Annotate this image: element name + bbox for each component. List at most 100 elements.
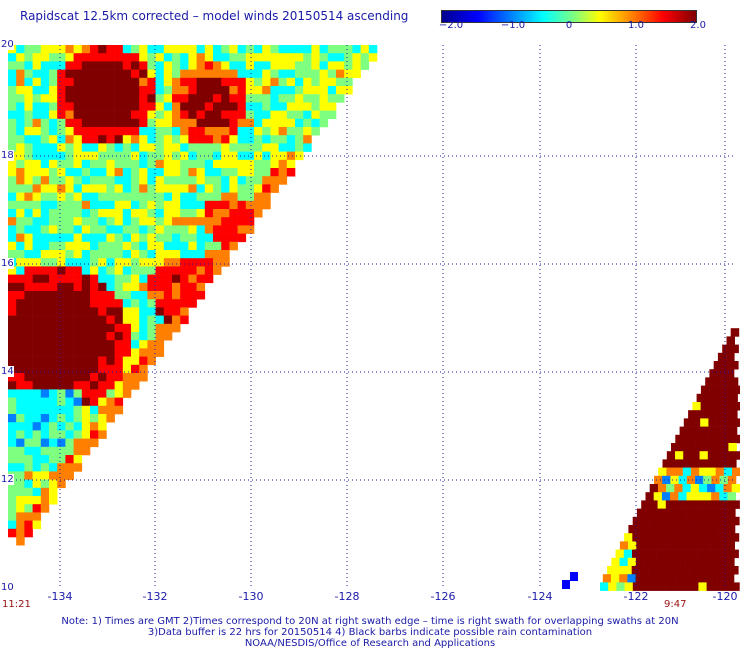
wind-diff-cell: [727, 508, 736, 518]
wind-diff-cell: [81, 348, 91, 357]
wind-diff-cell: [262, 184, 271, 193]
wind-diff-cell: [163, 332, 173, 341]
wind-diff-cell: [114, 94, 124, 103]
wind-diff-cell: [139, 110, 148, 120]
wind-diff-cell: [122, 53, 132, 62]
wind-diff-cell: [163, 86, 173, 95]
wind-diff-cell: [24, 496, 33, 505]
wind-diff-cell: [57, 315, 66, 325]
wind-diff-cell: [98, 274, 107, 284]
wind-diff-cell: [90, 135, 99, 144]
wind-diff-cell: [254, 200, 263, 210]
wind-diff-cell: [180, 143, 189, 152]
wind-diff-cell: [701, 557, 710, 567]
wind-diff-cell: [196, 233, 206, 243]
wind-diff-cell: [16, 496, 25, 505]
wind-diff-cell: [106, 184, 115, 193]
wind-diff-cell: [73, 217, 83, 226]
wind-diff-cell: [319, 61, 329, 70]
wind-diff-cell: [619, 557, 628, 567]
wind-diff-cell: [114, 332, 124, 341]
wind-diff-cell: [49, 487, 58, 497]
wind-diff-cell: [710, 541, 719, 550]
wind-diff-cell: [237, 53, 247, 62]
wind-diff-cell: [98, 381, 107, 390]
wind-diff-cell: [720, 443, 729, 452]
wind-diff-cell: [114, 209, 124, 218]
wind-diff-cell: [172, 135, 181, 144]
wind-diff-cell: [32, 77, 42, 87]
wind-diff-cell: [727, 492, 736, 501]
wind-diff-cell: [57, 307, 66, 316]
wind-diff-cell: [714, 516, 724, 526]
wind-diff-cell: [98, 102, 107, 111]
wind-diff-cell: [303, 118, 312, 128]
wind-diff-cell: [278, 143, 288, 152]
wind-diff-cell: [188, 45, 197, 54]
wind-diff-cell: [180, 135, 189, 144]
wind-diff-cell: [98, 61, 107, 70]
wind-diff-cell: [254, 176, 263, 185]
wind-diff-cell: [98, 233, 107, 243]
wind-diff-cell: [65, 53, 74, 62]
wind-diff-cell: [90, 356, 99, 366]
wind-diff-cell: [106, 225, 115, 234]
wind-diff-cell: [32, 282, 42, 292]
wind-diff-cell: [657, 500, 667, 509]
wind-diff-cell: [188, 274, 197, 284]
wind-diff-cell: [155, 110, 165, 120]
wind-diff-cell: [16, 135, 25, 144]
wind-diff-cell: [254, 45, 263, 54]
wind-diff-cell: [237, 184, 247, 193]
wind-diff-cell: [90, 430, 99, 439]
wind-diff-cell: [16, 389, 25, 398]
wind-diff-cell: [49, 217, 58, 226]
wind-diff-cell: [172, 45, 181, 54]
wind-diff-cell: [57, 266, 66, 275]
wind-diff-cell: [188, 266, 197, 275]
wind-diff-cell: [139, 315, 148, 325]
wind-diff-cell: [122, 127, 132, 136]
wind-diff-cell: [106, 340, 115, 349]
swath-east-cells: [562, 328, 740, 591]
wind-diff-cell: [286, 69, 296, 79]
wind-diff-cell: [16, 53, 25, 62]
wind-diff-cell: [90, 143, 99, 152]
wind-diff-cell: [24, 356, 33, 366]
wind-diff-cell: [188, 118, 197, 128]
wind-diff-cell: [163, 184, 173, 193]
wind-diff-cell: [196, 143, 206, 152]
wind-diff-cell: [147, 332, 156, 341]
wind-diff-cell: [213, 200, 222, 210]
wind-diff-cell: [270, 45, 279, 54]
wind-diff-cell: [131, 323, 140, 333]
wind-diff-cell: [303, 86, 312, 95]
wind-diff-cell: [57, 69, 66, 79]
wind-diff-cell: [49, 282, 58, 292]
wind-diff-cell: [122, 258, 132, 267]
wind-diff-cell: [676, 574, 686, 583]
wind-diff-cell: [32, 86, 42, 95]
wind-diff-cell: [81, 356, 91, 366]
wind-diff-cell: [180, 233, 189, 243]
wind-diff-cell: [106, 414, 115, 423]
wind-diff-cell: [65, 299, 74, 308]
wind-diff-cell: [81, 266, 91, 275]
swath-west-cells: [8, 45, 378, 546]
wind-diff-cell: [24, 323, 33, 333]
wind-diff-cell: [122, 143, 132, 152]
wind-diff-cell: [40, 364, 50, 374]
wind-diff-cell: [188, 200, 197, 210]
wind-diff-cell: [73, 282, 83, 292]
colorbar-tick-pos1: 1.0: [628, 20, 644, 31]
wind-diff-cell: [172, 159, 181, 169]
wind-diff-cell: [8, 512, 17, 521]
wind-diff-cell: [90, 381, 99, 390]
wind-diff-cell: [221, 61, 230, 70]
wind-diff-cell: [81, 332, 91, 341]
wind-diff-cell: [98, 192, 107, 202]
wind-diff-cell: [654, 475, 663, 485]
wind-diff-cell: [278, 127, 288, 136]
wind-diff-cell: [122, 209, 132, 218]
wind-diff-cell: [57, 373, 66, 382]
